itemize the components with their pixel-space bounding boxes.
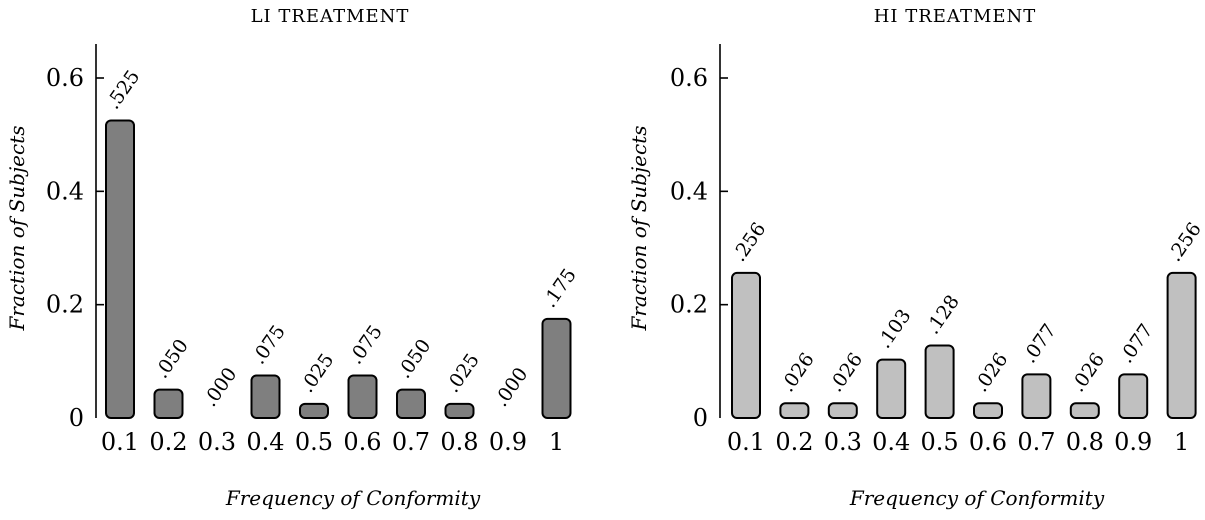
data-label: .077	[1115, 320, 1157, 367]
y-axis-label: Fraction of Subjects	[627, 126, 651, 332]
x-tick-label: 1	[549, 428, 564, 456]
bar	[105, 119, 135, 419]
bar	[250, 374, 281, 419]
data-label: .026	[825, 349, 867, 396]
y-tick-label: 0.4	[46, 177, 84, 205]
bar	[1021, 373, 1052, 420]
data-label: .075	[248, 321, 290, 368]
bar	[444, 402, 475, 420]
bar	[153, 388, 184, 419]
x-axis-label: Frequency of Conformity	[849, 486, 1105, 510]
bar	[299, 402, 329, 420]
data-label: .256	[1164, 219, 1205, 266]
data-labels: .525.050.000.075.025.075.050.025.000.175	[102, 66, 581, 411]
data-label: .525	[102, 66, 144, 113]
x-tick-label: 0.6	[343, 428, 381, 456]
x-tick-label: 0.4	[246, 428, 284, 456]
data-label: .103	[873, 305, 915, 352]
bar	[731, 271, 761, 419]
bar	[1069, 402, 1100, 419]
bar	[347, 374, 378, 419]
data-label: .050	[151, 335, 193, 382]
bar	[973, 402, 1003, 419]
data-label: .077	[1018, 320, 1060, 367]
data-label: .025	[442, 349, 484, 396]
x-tick-label: 0.1	[727, 428, 765, 456]
y-tick-label: 0.6	[670, 64, 708, 92]
data-label: .000	[199, 364, 241, 411]
data-label: .026	[1067, 349, 1109, 396]
x-tick-label: 0.5	[295, 428, 333, 456]
x-tick-label: 0.3	[198, 428, 236, 456]
bars	[105, 119, 572, 420]
bar	[827, 402, 858, 419]
y-tick-label: 0.2	[46, 291, 84, 319]
data-label: .025	[296, 349, 338, 396]
data-label: .128	[922, 291, 964, 338]
x-tick-label: 1	[1174, 428, 1189, 456]
li-treatment-panel: LI TREATMENT Fraction of Subjects Freque…	[5, 6, 581, 510]
y-tick-label: 0.6	[46, 64, 84, 92]
data-label: .000	[490, 364, 532, 411]
data-label: .050	[393, 335, 435, 382]
x-tick-label: 0.2	[149, 428, 187, 456]
y-tick-label: 0.4	[670, 177, 708, 205]
x-axis-label: Frequency of Conformity	[225, 486, 481, 510]
x-tick-label: 0.9	[489, 428, 527, 456]
x-ticks: 0.1 0.2 0.3 0.4 0.5 0.6 0.7 0.8 0.9 1	[101, 428, 564, 456]
x-tick-label: 0.3	[824, 428, 862, 456]
panel-title: HI TREATMENT	[874, 6, 1037, 27]
panel-title: LI TREATMENT	[251, 6, 410, 27]
y-ticks: 0 0.2 0.4 0.6	[46, 64, 104, 432]
data-labels: .256.026.026.103.128.026.077.026.077.256	[728, 219, 1205, 397]
x-tick-label: 0.4	[872, 428, 910, 456]
y-tick-label: 0	[69, 404, 84, 432]
x-tick-label: 0.6	[969, 428, 1007, 456]
bar	[1166, 271, 1197, 419]
bar	[396, 388, 426, 419]
x-tick-label: 0.7	[1017, 428, 1055, 456]
y-tick-label: 0	[693, 404, 708, 432]
x-tick-label: 0.2	[775, 428, 813, 456]
data-label: .175	[539, 264, 581, 311]
bar	[779, 402, 810, 419]
data-label: .075	[345, 321, 387, 368]
bar	[924, 344, 955, 420]
x-tick-label: 0.5	[921, 428, 959, 456]
x-tick-label: 0.8	[440, 428, 478, 456]
bar	[541, 317, 572, 420]
data-label: .256	[728, 219, 770, 266]
y-ticks: 0 0.2 0.4 0.6	[670, 64, 728, 432]
x-tick-label: 0.9	[1114, 428, 1152, 456]
x-tick-label: 0.7	[392, 428, 430, 456]
data-label: .026	[776, 349, 818, 396]
bars	[731, 271, 1197, 420]
hi-treatment-panel: HI TREATMENT Fraction of Subjects Freque…	[627, 6, 1205, 510]
x-tick-label: 0.1	[101, 428, 139, 456]
data-label: .026	[970, 349, 1012, 396]
x-tick-label: 0.8	[1066, 428, 1104, 456]
y-axis-label: Fraction of Subjects	[5, 126, 29, 332]
x-ticks: 0.1 0.2 0.3 0.4 0.5 0.6 0.7 0.8 0.9 1	[727, 428, 1189, 456]
y-tick-label: 0.2	[670, 291, 708, 319]
bar	[1118, 373, 1149, 420]
bar	[876, 358, 907, 419]
